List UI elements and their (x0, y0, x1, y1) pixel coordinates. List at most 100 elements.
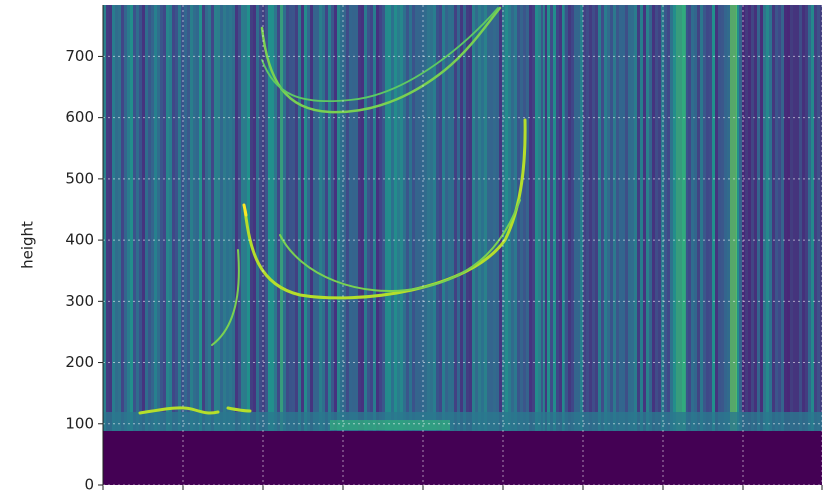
y-tick-label: 400 (65, 231, 94, 249)
noise-streak (718, 5, 721, 485)
noise-streak (727, 5, 730, 485)
noise-streak (709, 5, 712, 485)
noise-streak (712, 5, 715, 485)
noise-streak (175, 5, 178, 485)
noise-streak (535, 5, 538, 485)
noise-streak (508, 5, 511, 485)
noise-streak (700, 5, 703, 485)
noise-streak (349, 5, 352, 485)
noise-streak (277, 5, 280, 485)
noise-streak (802, 5, 805, 485)
noise-streak (631, 5, 634, 485)
noise-streak (238, 5, 241, 485)
noise-streak (199, 5, 202, 485)
noise-streak (610, 5, 613, 485)
noise-streak (511, 5, 514, 485)
noise-streak (184, 5, 187, 485)
noise-streak (820, 5, 822, 485)
noise-streak (409, 5, 412, 485)
y-tick-label: 500 (65, 169, 94, 187)
low-band (330, 420, 450, 430)
noise-streak (724, 5, 727, 485)
noise-streak (778, 5, 781, 485)
bright-streak (640, 5, 643, 485)
noise-streak (337, 5, 340, 485)
noise-streak (211, 5, 214, 485)
y-tick-label: 200 (65, 353, 94, 371)
noise-streak (124, 5, 127, 485)
noise-streak (328, 5, 331, 485)
noise-streak (532, 5, 535, 485)
trace (279, 199, 521, 292)
noise-streak (106, 5, 109, 485)
noise-streak (367, 5, 370, 485)
noise-streak (301, 5, 304, 485)
noise-streak (715, 5, 718, 485)
y-tick-label: 600 (65, 108, 94, 126)
noise-streak (589, 5, 592, 485)
noise-streak (460, 5, 463, 485)
y-tick-label: 100 (65, 414, 94, 432)
noise-streak (469, 5, 472, 485)
noise-streak (553, 5, 556, 485)
noise-streak (214, 5, 217, 485)
noise-streak (346, 5, 349, 485)
noise-streak (691, 5, 694, 485)
noise-streak (808, 5, 811, 485)
bright-streak (543, 5, 545, 485)
noise-streak (625, 5, 628, 485)
noise-streak (616, 5, 619, 485)
noise-streak (592, 5, 595, 485)
noise-streak (382, 5, 385, 485)
noise-streak (760, 5, 763, 485)
noise-streak (550, 5, 553, 485)
noise-streak (358, 5, 361, 485)
noise-streak (271, 5, 274, 485)
noise-streak (601, 5, 604, 485)
noise-streak (229, 5, 232, 485)
noise-streak (340, 5, 343, 485)
noise-streak (514, 5, 517, 485)
noise-streak (793, 5, 796, 485)
noise-streak (334, 5, 337, 485)
noise-streak (379, 5, 382, 485)
noise-streak (160, 5, 163, 485)
noise-streak (295, 5, 298, 485)
echo-traces (138, 6, 527, 415)
y-tick-label: 700 (65, 47, 94, 65)
noise-streak (406, 5, 409, 485)
noise-streak (805, 5, 808, 485)
noise-streak (451, 5, 454, 485)
noise-streak (565, 5, 568, 485)
noise-streak (364, 5, 367, 485)
noise-streak (319, 5, 322, 485)
noise-streak (283, 5, 286, 485)
noise-streak (187, 5, 190, 485)
noise-streak (112, 5, 115, 485)
noise-streak (352, 5, 355, 485)
bright-streak (730, 5, 737, 485)
y-tick-label: 300 (65, 292, 94, 310)
noise-streak (418, 5, 421, 485)
noise-streak (670, 5, 673, 485)
noise-streak (118, 5, 121, 485)
noise-streak (403, 5, 406, 485)
noise-streak (658, 5, 661, 485)
noise-streak (190, 5, 193, 485)
noise-streak (466, 5, 469, 485)
noise-streak (811, 5, 814, 485)
noise-streak (235, 5, 238, 485)
noise-streak (259, 5, 262, 485)
noise-streak (424, 5, 427, 485)
noise-streak (541, 5, 544, 485)
noise-streak (775, 5, 778, 485)
noise-streak (274, 5, 277, 485)
noise-streak (454, 5, 457, 485)
noise-streak (439, 5, 442, 485)
noise-streak (385, 5, 388, 485)
noise-streak (220, 5, 223, 485)
noise-streak (121, 5, 124, 485)
noise-streak (286, 5, 289, 485)
trace (261, 7, 499, 103)
